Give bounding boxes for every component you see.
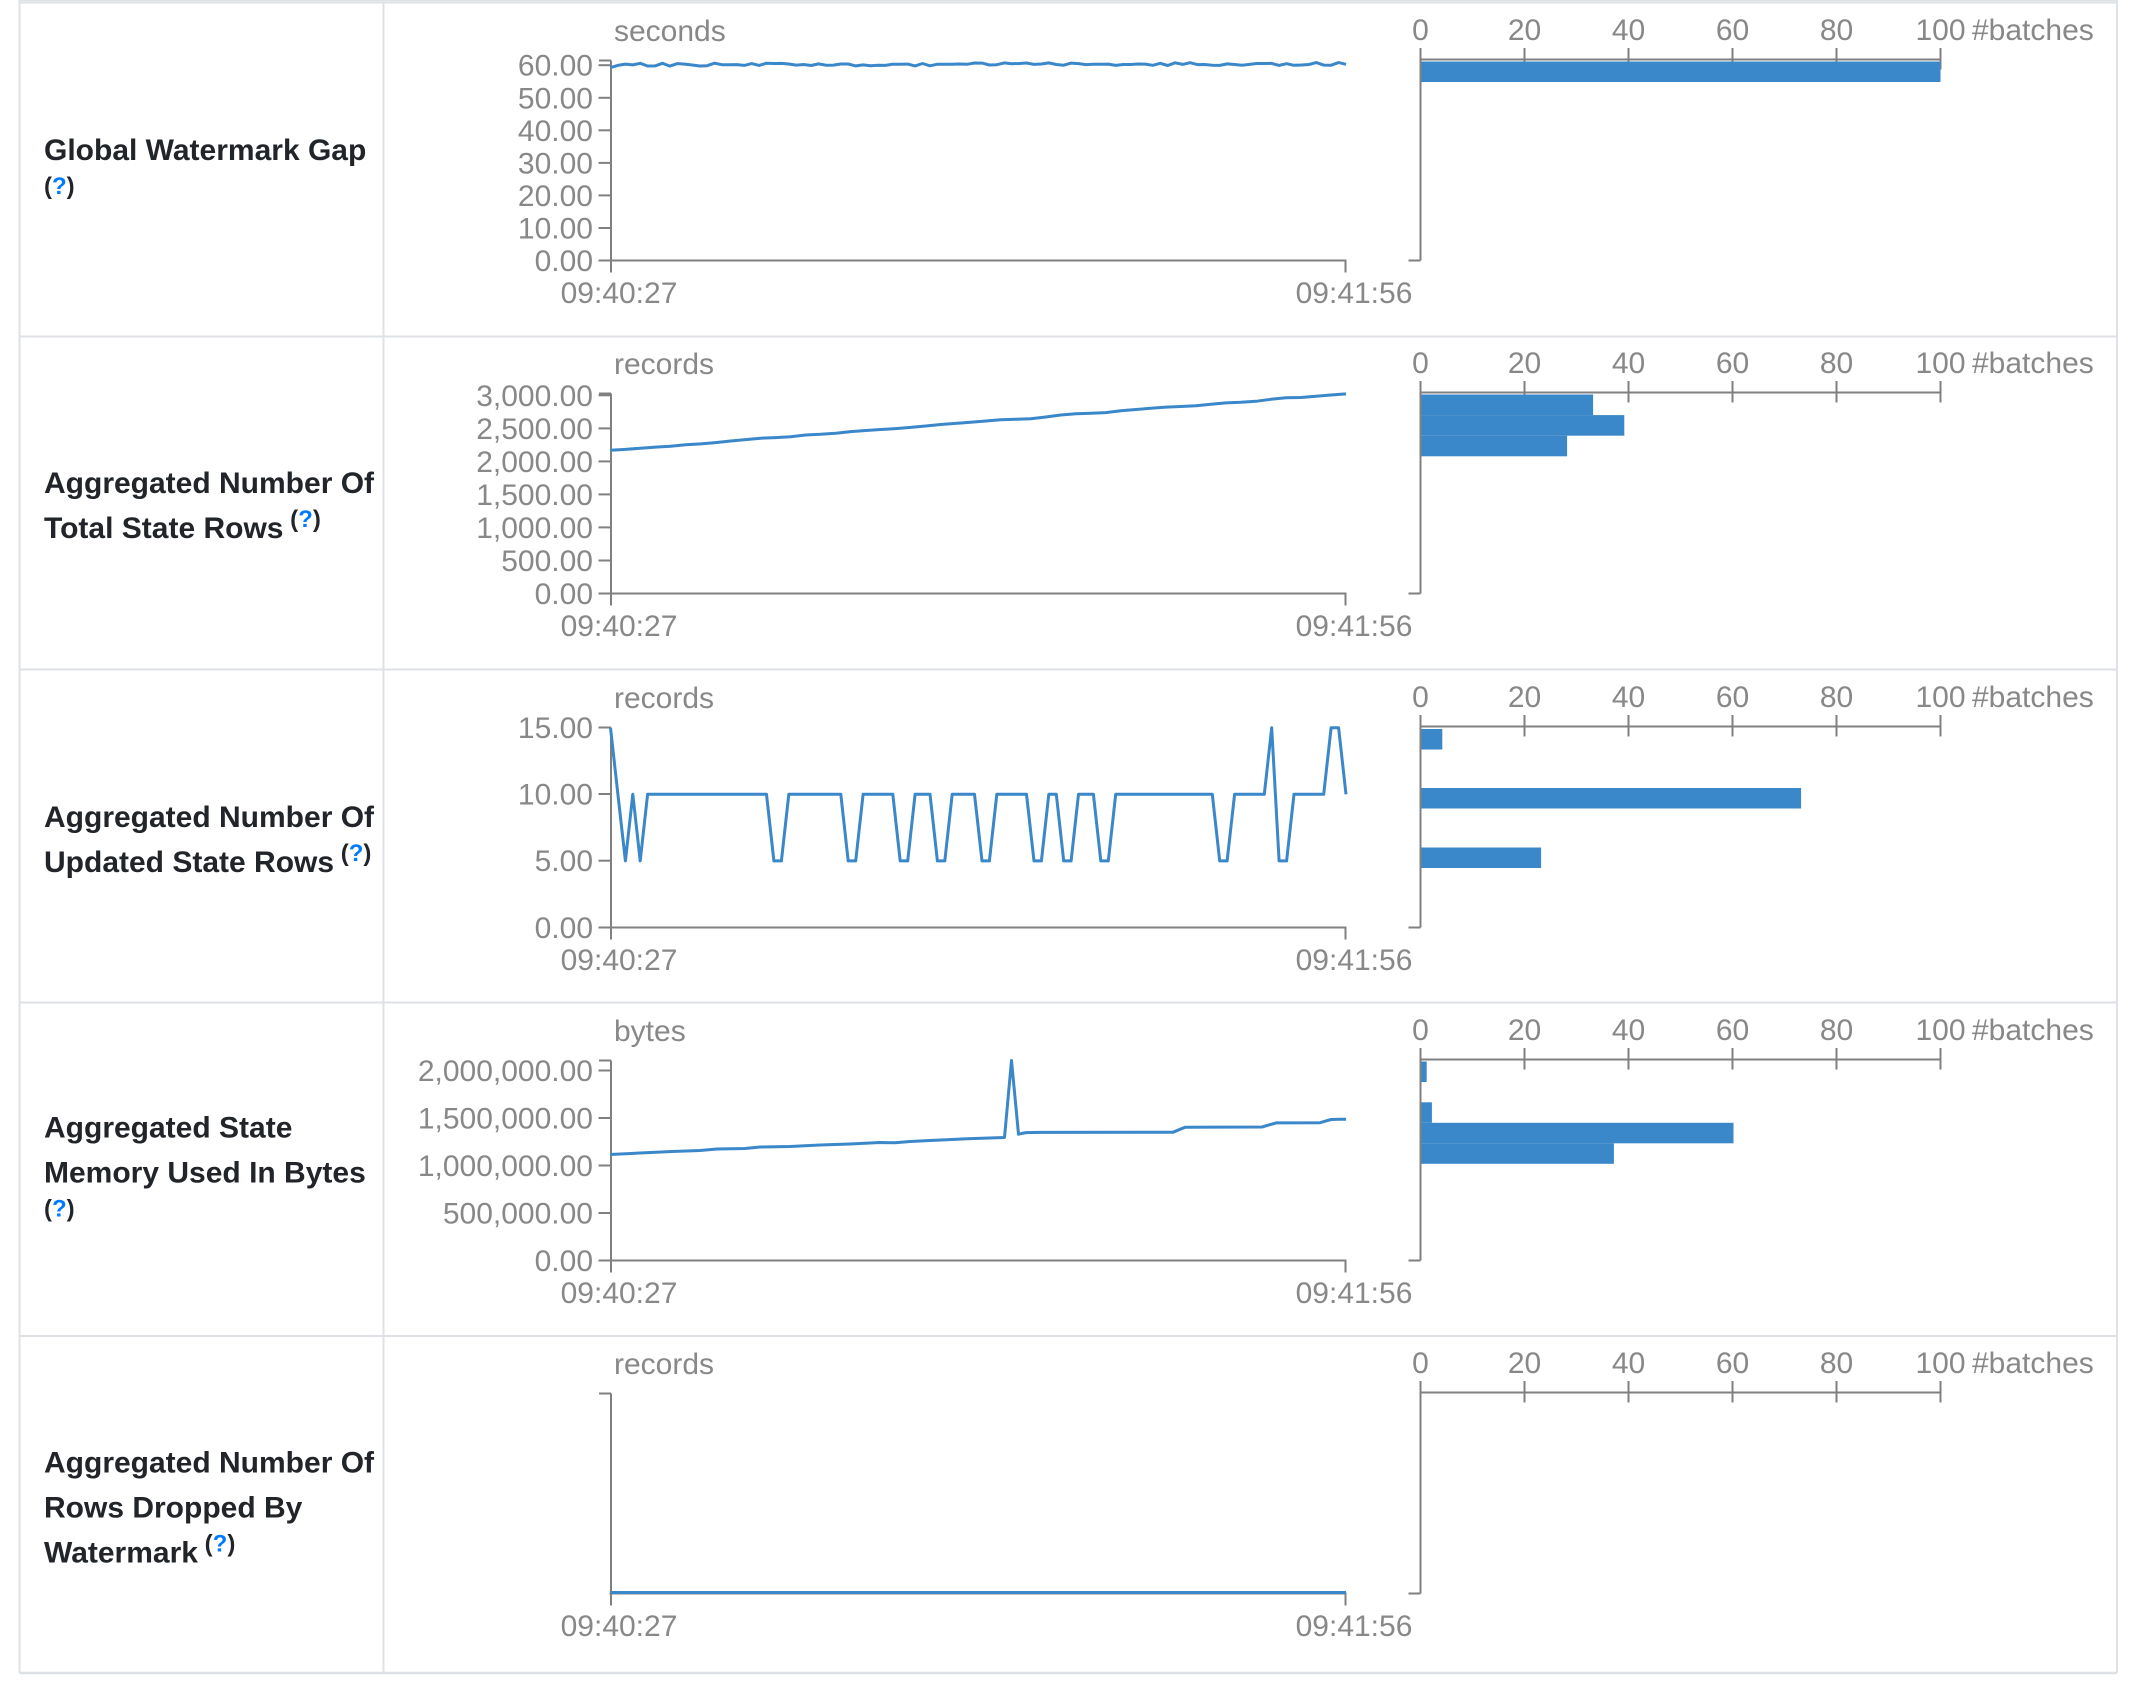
- svg-text:80: 80: [1820, 1347, 1853, 1380]
- svg-text:Rows Dropped By: Rows Dropped By: [44, 1492, 303, 1525]
- svg-text:bytes: bytes: [614, 1015, 686, 1048]
- svg-text:09:41:56: 09:41:56: [1296, 944, 1413, 977]
- svg-text:09:41:56: 09:41:56: [1296, 277, 1413, 310]
- svg-text:Aggregated Number Of: Aggregated Number Of: [44, 467, 375, 500]
- svg-text:80: 80: [1820, 14, 1853, 47]
- svg-text:#batches: #batches: [1972, 347, 2094, 380]
- svg-text:40.00: 40.00: [518, 115, 593, 148]
- svg-text:1,000,000.00: 1,000,000.00: [418, 1150, 593, 1183]
- svg-text:100: 100: [1915, 1014, 1965, 1047]
- svg-text:09:40:27: 09:40:27: [561, 944, 678, 977]
- svg-text:#batches: #batches: [1972, 681, 2094, 714]
- svg-text:09:40:27: 09:40:27: [561, 277, 678, 310]
- svg-text:#batches: #batches: [1972, 1347, 2094, 1380]
- svg-text:100: 100: [1915, 14, 1965, 47]
- svg-text:(?): (?): [44, 1196, 75, 1223]
- svg-text:0: 0: [1412, 681, 1429, 714]
- svg-text:20: 20: [1508, 1347, 1541, 1380]
- svg-text:records: records: [614, 682, 714, 715]
- svg-text:20.00: 20.00: [518, 180, 593, 213]
- svg-text:20: 20: [1508, 347, 1541, 380]
- svg-text:Updated State Rows (?): Updated State Rows (?): [44, 840, 371, 879]
- svg-text:10.00: 10.00: [518, 779, 593, 812]
- svg-text:0: 0: [1412, 1347, 1429, 1380]
- svg-text:Aggregated Number Of: Aggregated Number Of: [44, 1447, 375, 1480]
- svg-text:0: 0: [1412, 1014, 1429, 1047]
- svg-text:09:41:56: 09:41:56: [1296, 610, 1413, 643]
- svg-text:60: 60: [1716, 347, 1749, 380]
- svg-text:Aggregated State: Aggregated State: [44, 1112, 292, 1145]
- svg-text:Memory Used In Bytes: Memory Used In Bytes: [44, 1157, 366, 1190]
- svg-text:(?): (?): [44, 173, 75, 200]
- svg-text:500.00: 500.00: [501, 545, 593, 578]
- svg-text:5.00: 5.00: [535, 845, 593, 878]
- svg-text:2,000,000.00: 2,000,000.00: [418, 1055, 593, 1088]
- svg-text:100: 100: [1915, 347, 1965, 380]
- svg-text:60.00: 60.00: [518, 50, 593, 83]
- svg-text:60: 60: [1716, 1347, 1749, 1380]
- svg-text:60: 60: [1716, 1014, 1749, 1047]
- svg-text:80: 80: [1820, 347, 1853, 380]
- svg-text:records: records: [614, 348, 714, 381]
- svg-text:20: 20: [1508, 14, 1541, 47]
- svg-text:#batches: #batches: [1972, 1014, 2094, 1047]
- svg-text:60: 60: [1716, 681, 1749, 714]
- svg-text:60: 60: [1716, 14, 1749, 47]
- svg-text:40: 40: [1612, 681, 1645, 714]
- svg-text:seconds: seconds: [614, 15, 726, 48]
- svg-text:40: 40: [1612, 347, 1645, 380]
- svg-text:1,000.00: 1,000.00: [476, 512, 593, 545]
- svg-text:80: 80: [1820, 1014, 1853, 1047]
- svg-text:0.00: 0.00: [535, 1245, 593, 1278]
- svg-text:09:40:27: 09:40:27: [561, 1277, 678, 1310]
- svg-text:40: 40: [1612, 1347, 1645, 1380]
- svg-text:3,000.00: 3,000.00: [476, 380, 593, 413]
- svg-text:500,000.00: 500,000.00: [443, 1198, 593, 1231]
- svg-text:15.00: 15.00: [518, 712, 593, 745]
- svg-text:0: 0: [1412, 347, 1429, 380]
- svg-text:1,500,000.00: 1,500,000.00: [418, 1103, 593, 1136]
- svg-text:09:41:56: 09:41:56: [1296, 1610, 1413, 1643]
- svg-text:2,500.00: 2,500.00: [476, 413, 593, 446]
- svg-text:09:40:27: 09:40:27: [561, 610, 678, 643]
- svg-text:20: 20: [1508, 1014, 1541, 1047]
- svg-text:10.00: 10.00: [518, 213, 593, 246]
- svg-text:100: 100: [1915, 681, 1965, 714]
- svg-text:100: 100: [1915, 1347, 1965, 1380]
- svg-text:80: 80: [1820, 681, 1853, 714]
- svg-text:0: 0: [1412, 14, 1429, 47]
- svg-text:50.00: 50.00: [518, 82, 593, 115]
- svg-text:30.00: 30.00: [518, 147, 593, 180]
- svg-text:09:40:27: 09:40:27: [561, 1610, 678, 1643]
- svg-text:40: 40: [1612, 1014, 1645, 1047]
- svg-text:0.00: 0.00: [535, 578, 593, 611]
- svg-text:1,500.00: 1,500.00: [476, 479, 593, 512]
- svg-text:0.00: 0.00: [535, 245, 593, 278]
- svg-text:Aggregated Number Of: Aggregated Number Of: [44, 801, 375, 834]
- svg-text:Total State Rows (?): Total State Rows (?): [44, 506, 321, 545]
- svg-text:0.00: 0.00: [535, 912, 593, 945]
- svg-text:Global Watermark Gap: Global Watermark Gap: [44, 134, 366, 167]
- svg-text:#batches: #batches: [1972, 14, 2094, 47]
- svg-text:20: 20: [1508, 681, 1541, 714]
- svg-text:Watermark (?): Watermark (?): [44, 1531, 235, 1570]
- svg-text:records: records: [614, 1348, 714, 1381]
- svg-text:2,000.00: 2,000.00: [476, 446, 593, 479]
- svg-text:09:41:56: 09:41:56: [1296, 1277, 1413, 1310]
- svg-text:40: 40: [1612, 14, 1645, 47]
